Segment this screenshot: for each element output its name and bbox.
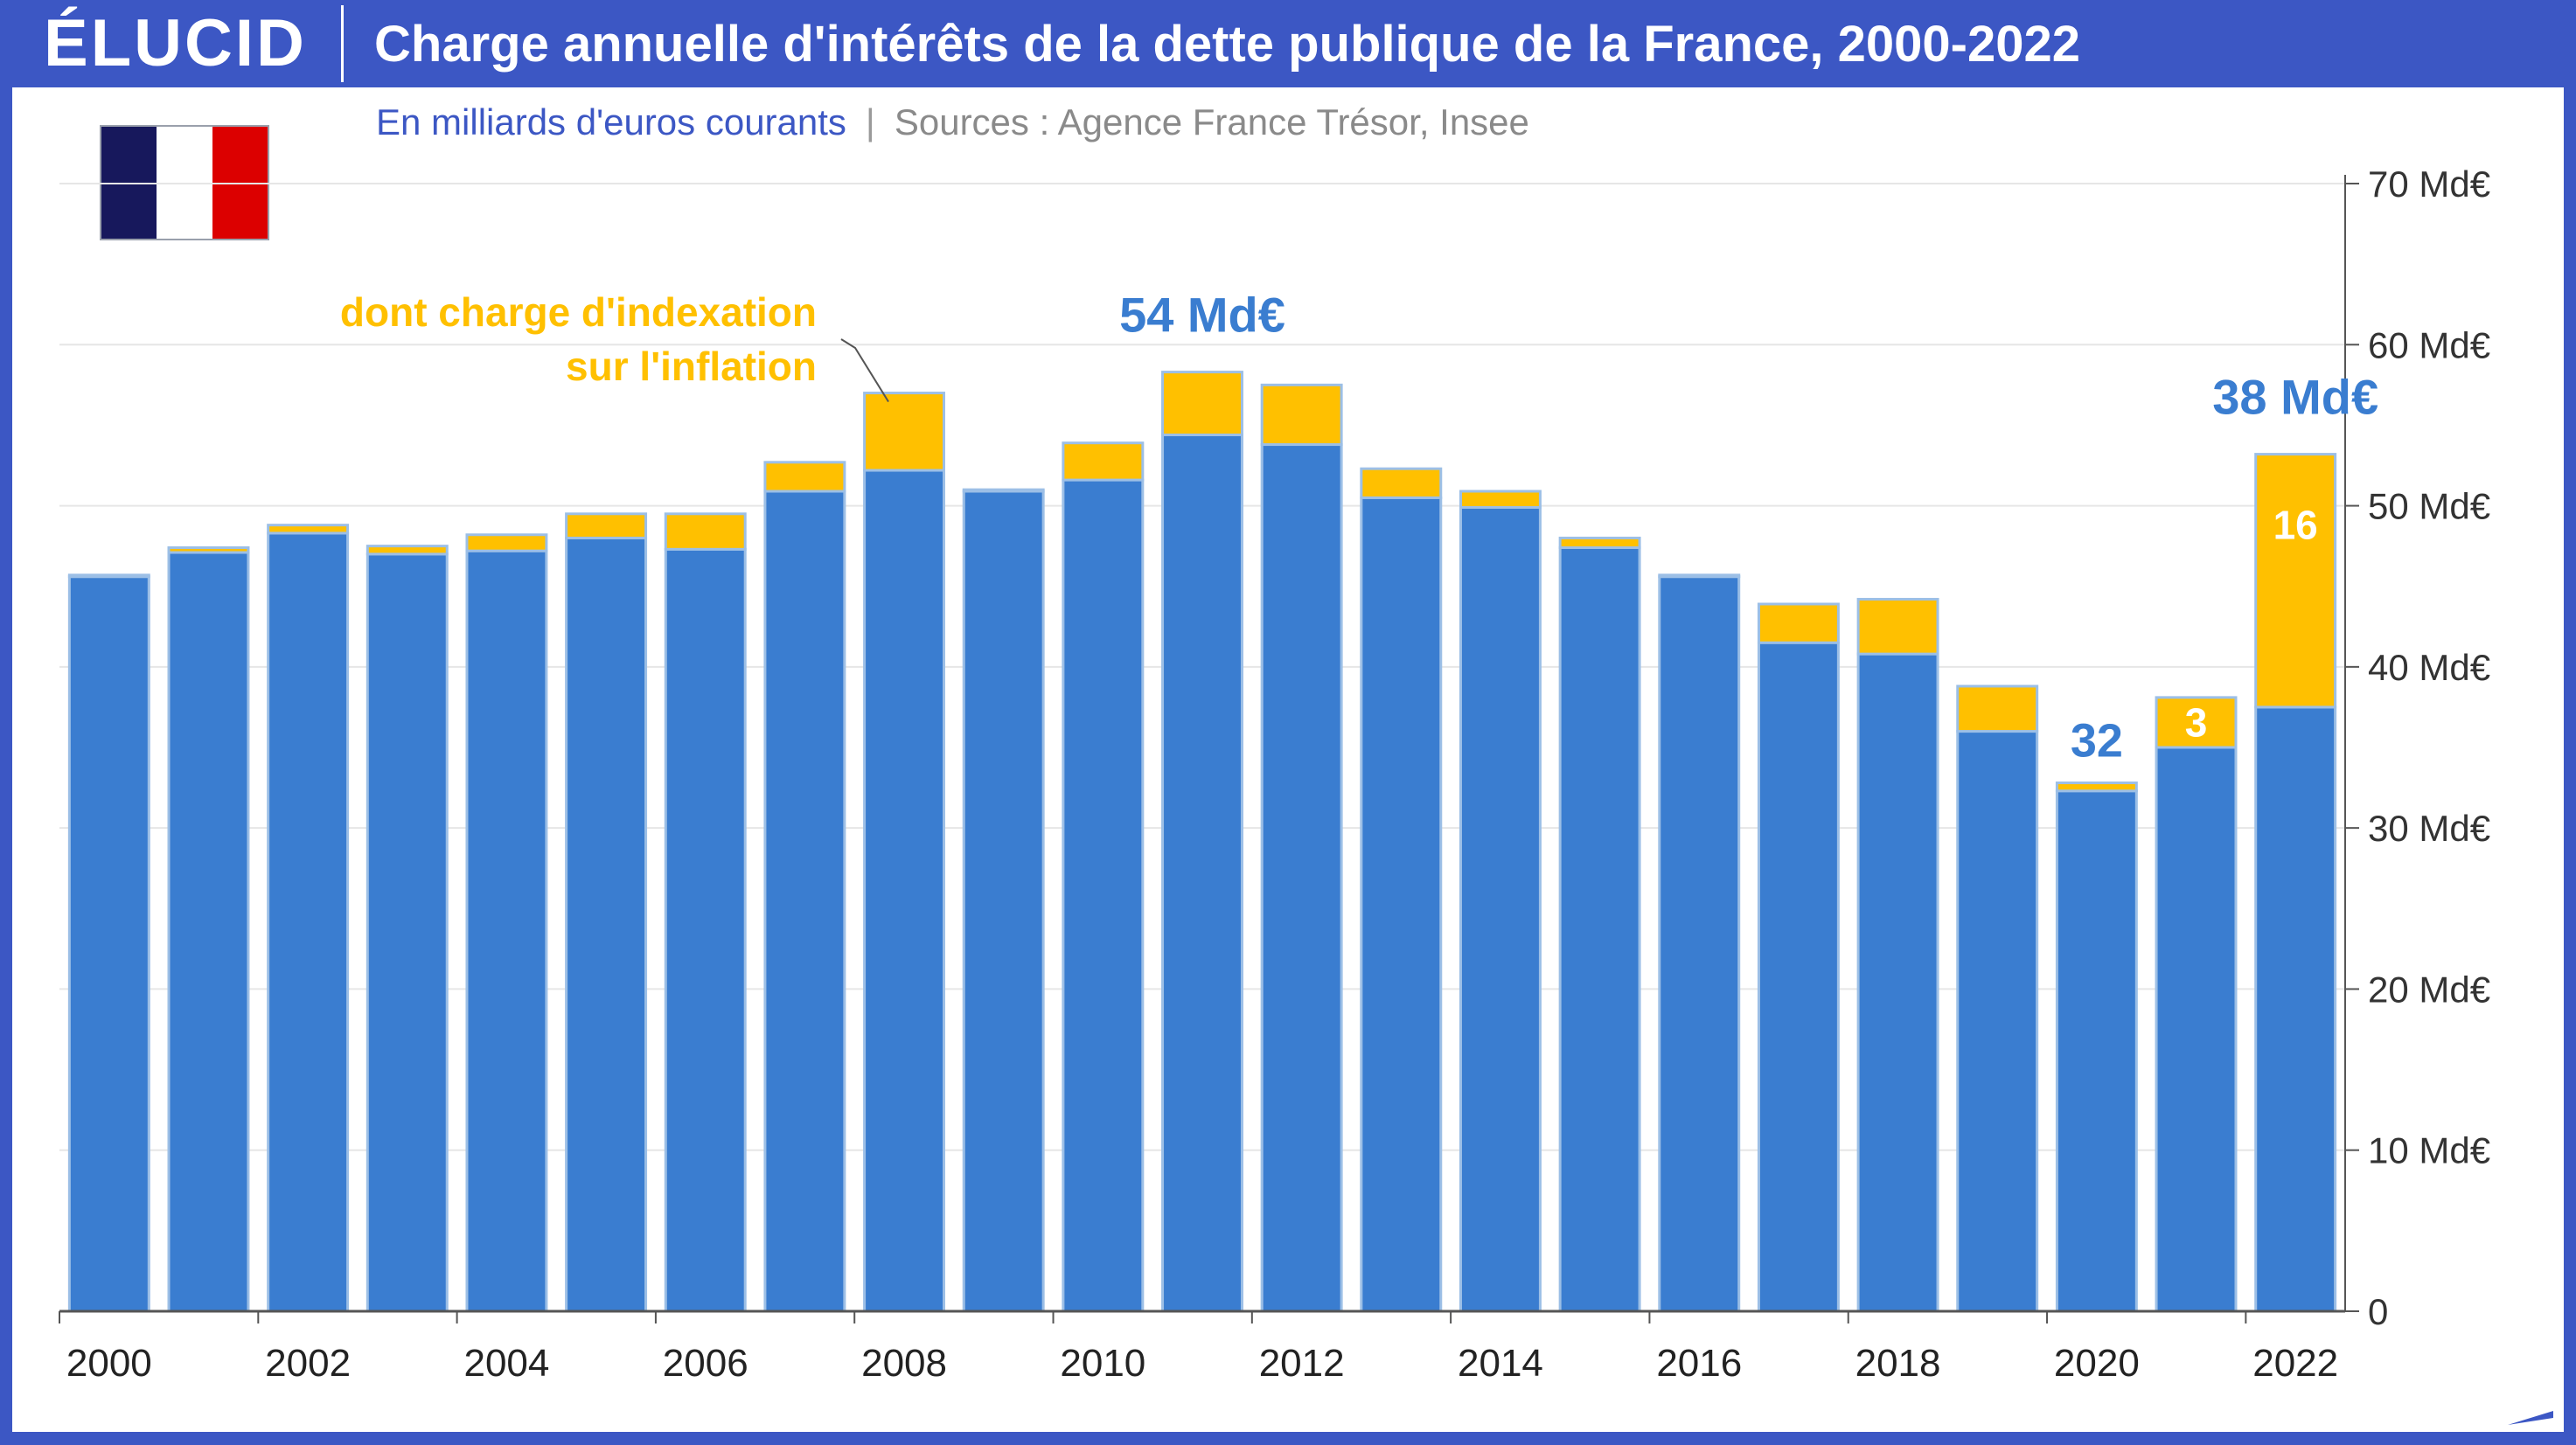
subtitle-separator: | [865,101,875,142]
elucid-mark-icon [2508,1397,2553,1425]
y-tick-label: 30 Md€ [2368,808,2490,849]
y-tick-label: 0 [2368,1291,2388,1332]
bar-base-2015 [1558,545,1641,1313]
bar-base-2016 [1658,575,1741,1313]
y-tick-label: 10 Md€ [2368,1130,2490,1171]
bar-indexation-2007 [763,461,846,493]
bar-indexation-2009 [962,488,1045,493]
bar-indexation-2022 [2254,453,2337,709]
bar-indexation-2005 [565,512,648,539]
subtitle-row: En milliards d'euros courants | Sources : … [376,98,1529,147]
bar-base-2013 [1360,496,1443,1313]
bar-indexation-2004 [465,533,548,552]
data-label-2022: 16 [2273,503,2318,548]
bar-base-2005 [565,536,648,1313]
bar-indexation-2016 [1658,573,1741,579]
bar-indexation-2017 [1757,602,1840,644]
elucid-logo: ÉLUCID [44,6,307,80]
bar-base-2019 [1956,730,2039,1313]
y-tick-label: 50 Md€ [2368,486,2490,527]
chart-title: Charge annuelle d'intérêts de la dette p… [374,16,2080,73]
x-tick-label: 2020 [2054,1342,2140,1385]
bar-indexation-2006 [664,512,747,551]
bar-indexation-2020 [2055,782,2138,793]
y-tick-label: 40 Md€ [2368,647,2490,688]
bar-indexation-2000 [67,573,150,579]
bar-base-2007 [763,490,846,1313]
bar-indexation-2001 [167,545,250,554]
bar-base-2006 [664,547,747,1313]
x-tick-label: 2008 [861,1342,947,1385]
bar-indexation-2018 [1856,597,1939,656]
x-tick-label: 2000 [66,1342,152,1385]
legend-note-line: sur l'inflation [566,344,817,389]
bar-indexation-2002 [267,524,350,535]
x-tick-label: 2010 [1060,1342,1145,1385]
bar-base-2014 [1459,505,1542,1313]
bar-base-2010 [1062,478,1145,1313]
data-label-2021: 3 [2185,699,2208,745]
bar-base-2000 [67,575,150,1313]
bar-indexation-2003 [366,545,449,556]
y-tick-label: 60 Md€ [2368,324,2490,365]
bar-indexation-2012 [1260,383,1343,447]
bar-base-2004 [465,549,548,1313]
bar-base-2002 [267,531,350,1313]
bar-base-2018 [1856,652,1939,1313]
header-bar: ÉLUCID Charge annuelle d'intérêts de la … [0,0,2576,87]
chart-source: Sources : Agence France Trésor, Insee [894,101,1529,142]
bar-base-2003 [366,552,449,1313]
bar-base-2022 [2254,705,2337,1313]
bar-indexation-2011 [1161,371,1243,436]
data-label-2011: 54 Md€ [1119,288,1285,343]
legend-note-line: dont charge d'indexation [340,289,817,335]
x-tick-label: 2022 [2252,1342,2338,1385]
bar-indexation-2021 [2155,696,2238,749]
chart-subtitle: En milliards d'euros courants [376,101,846,142]
x-tick-label: 2012 [1259,1342,1345,1385]
bar-base-2020 [2055,789,2138,1313]
bar-base-2008 [863,469,946,1313]
bar-base-2012 [1260,443,1343,1313]
data-label-2020: 32 [2071,715,2123,768]
bar-base-2011 [1161,433,1243,1313]
bar-base-2021 [2155,746,2238,1313]
bar-indexation-2013 [1360,467,1443,499]
x-tick-label: 2016 [1656,1342,1742,1385]
bar-indexation-2015 [1558,536,1641,549]
x-tick-label: 2002 [265,1342,351,1385]
bar-indexation-2010 [1062,441,1145,482]
legend-leader-line [840,338,889,403]
x-tick-label: 2006 [663,1342,748,1385]
y-tick-label: 70 Md€ [2368,163,2490,205]
x-tick-label: 2004 [463,1342,549,1385]
y-tick-label: 20 Md€ [2368,969,2490,1010]
bar-base-2017 [1757,641,1840,1313]
bar-indexation-2008 [863,392,946,472]
header-divider [341,5,344,82]
bar-base-2001 [167,551,250,1313]
bar-indexation-2014 [1459,490,1542,509]
data-label-2022: 38 Md€ [2212,370,2378,425]
x-tick-label: 2018 [1855,1342,1941,1385]
bar-base-2009 [962,490,1045,1313]
footer-url[interactable]: www.elucid.media [2278,1408,2504,1437]
bar-indexation-2019 [1956,684,2039,733]
x-tick-label: 2014 [1458,1342,1543,1385]
